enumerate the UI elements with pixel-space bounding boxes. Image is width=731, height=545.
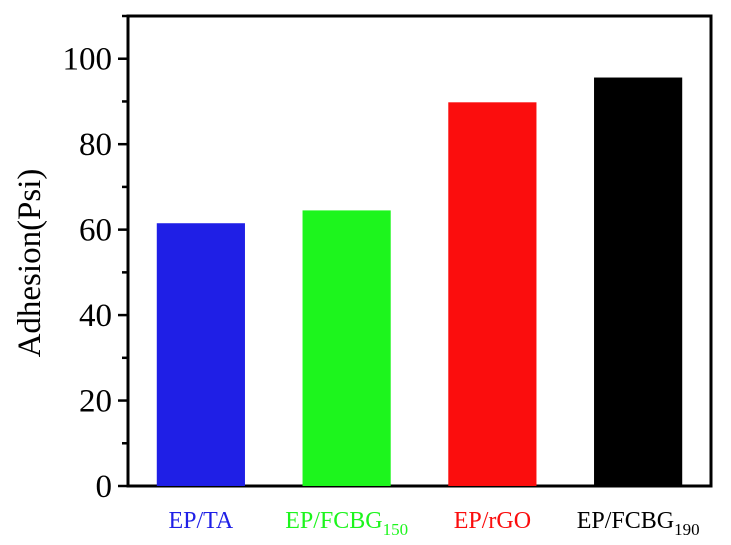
- bar-ep-rgo: [448, 102, 537, 487]
- bar-ep-ta: [156, 223, 245, 486]
- category-labels: EP/TA EP/FCBG150 EP/rGO EP/FCBG190: [169, 508, 700, 539]
- category-label: EP/rGO: [454, 508, 531, 534]
- y-tick-label: 60: [79, 213, 112, 249]
- category-label: EP/FCBG190: [577, 508, 700, 539]
- category-label: EP/TA: [169, 508, 234, 534]
- bar-ep-fcbg190: [594, 77, 683, 486]
- y-tick-label: 100: [63, 42, 113, 78]
- y-tick-label: 80: [79, 127, 112, 163]
- y-tick-label: 40: [79, 298, 112, 334]
- bars: [156, 77, 683, 487]
- bar-ep-fcbg150: [302, 210, 391, 486]
- plot-border: [126, 14, 713, 488]
- category-label: EP/FCBG150: [285, 508, 408, 539]
- y-axis-ticks: [118, 14, 128, 488]
- plot-frame: [126, 14, 713, 488]
- y-axis-tick-labels: 0 20 40 60 80 100: [63, 42, 113, 505]
- y-axis-title: Adhesion(Psi): [12, 169, 48, 358]
- y-tick-label: 20: [79, 384, 112, 420]
- y-tick-label: 0: [96, 469, 113, 505]
